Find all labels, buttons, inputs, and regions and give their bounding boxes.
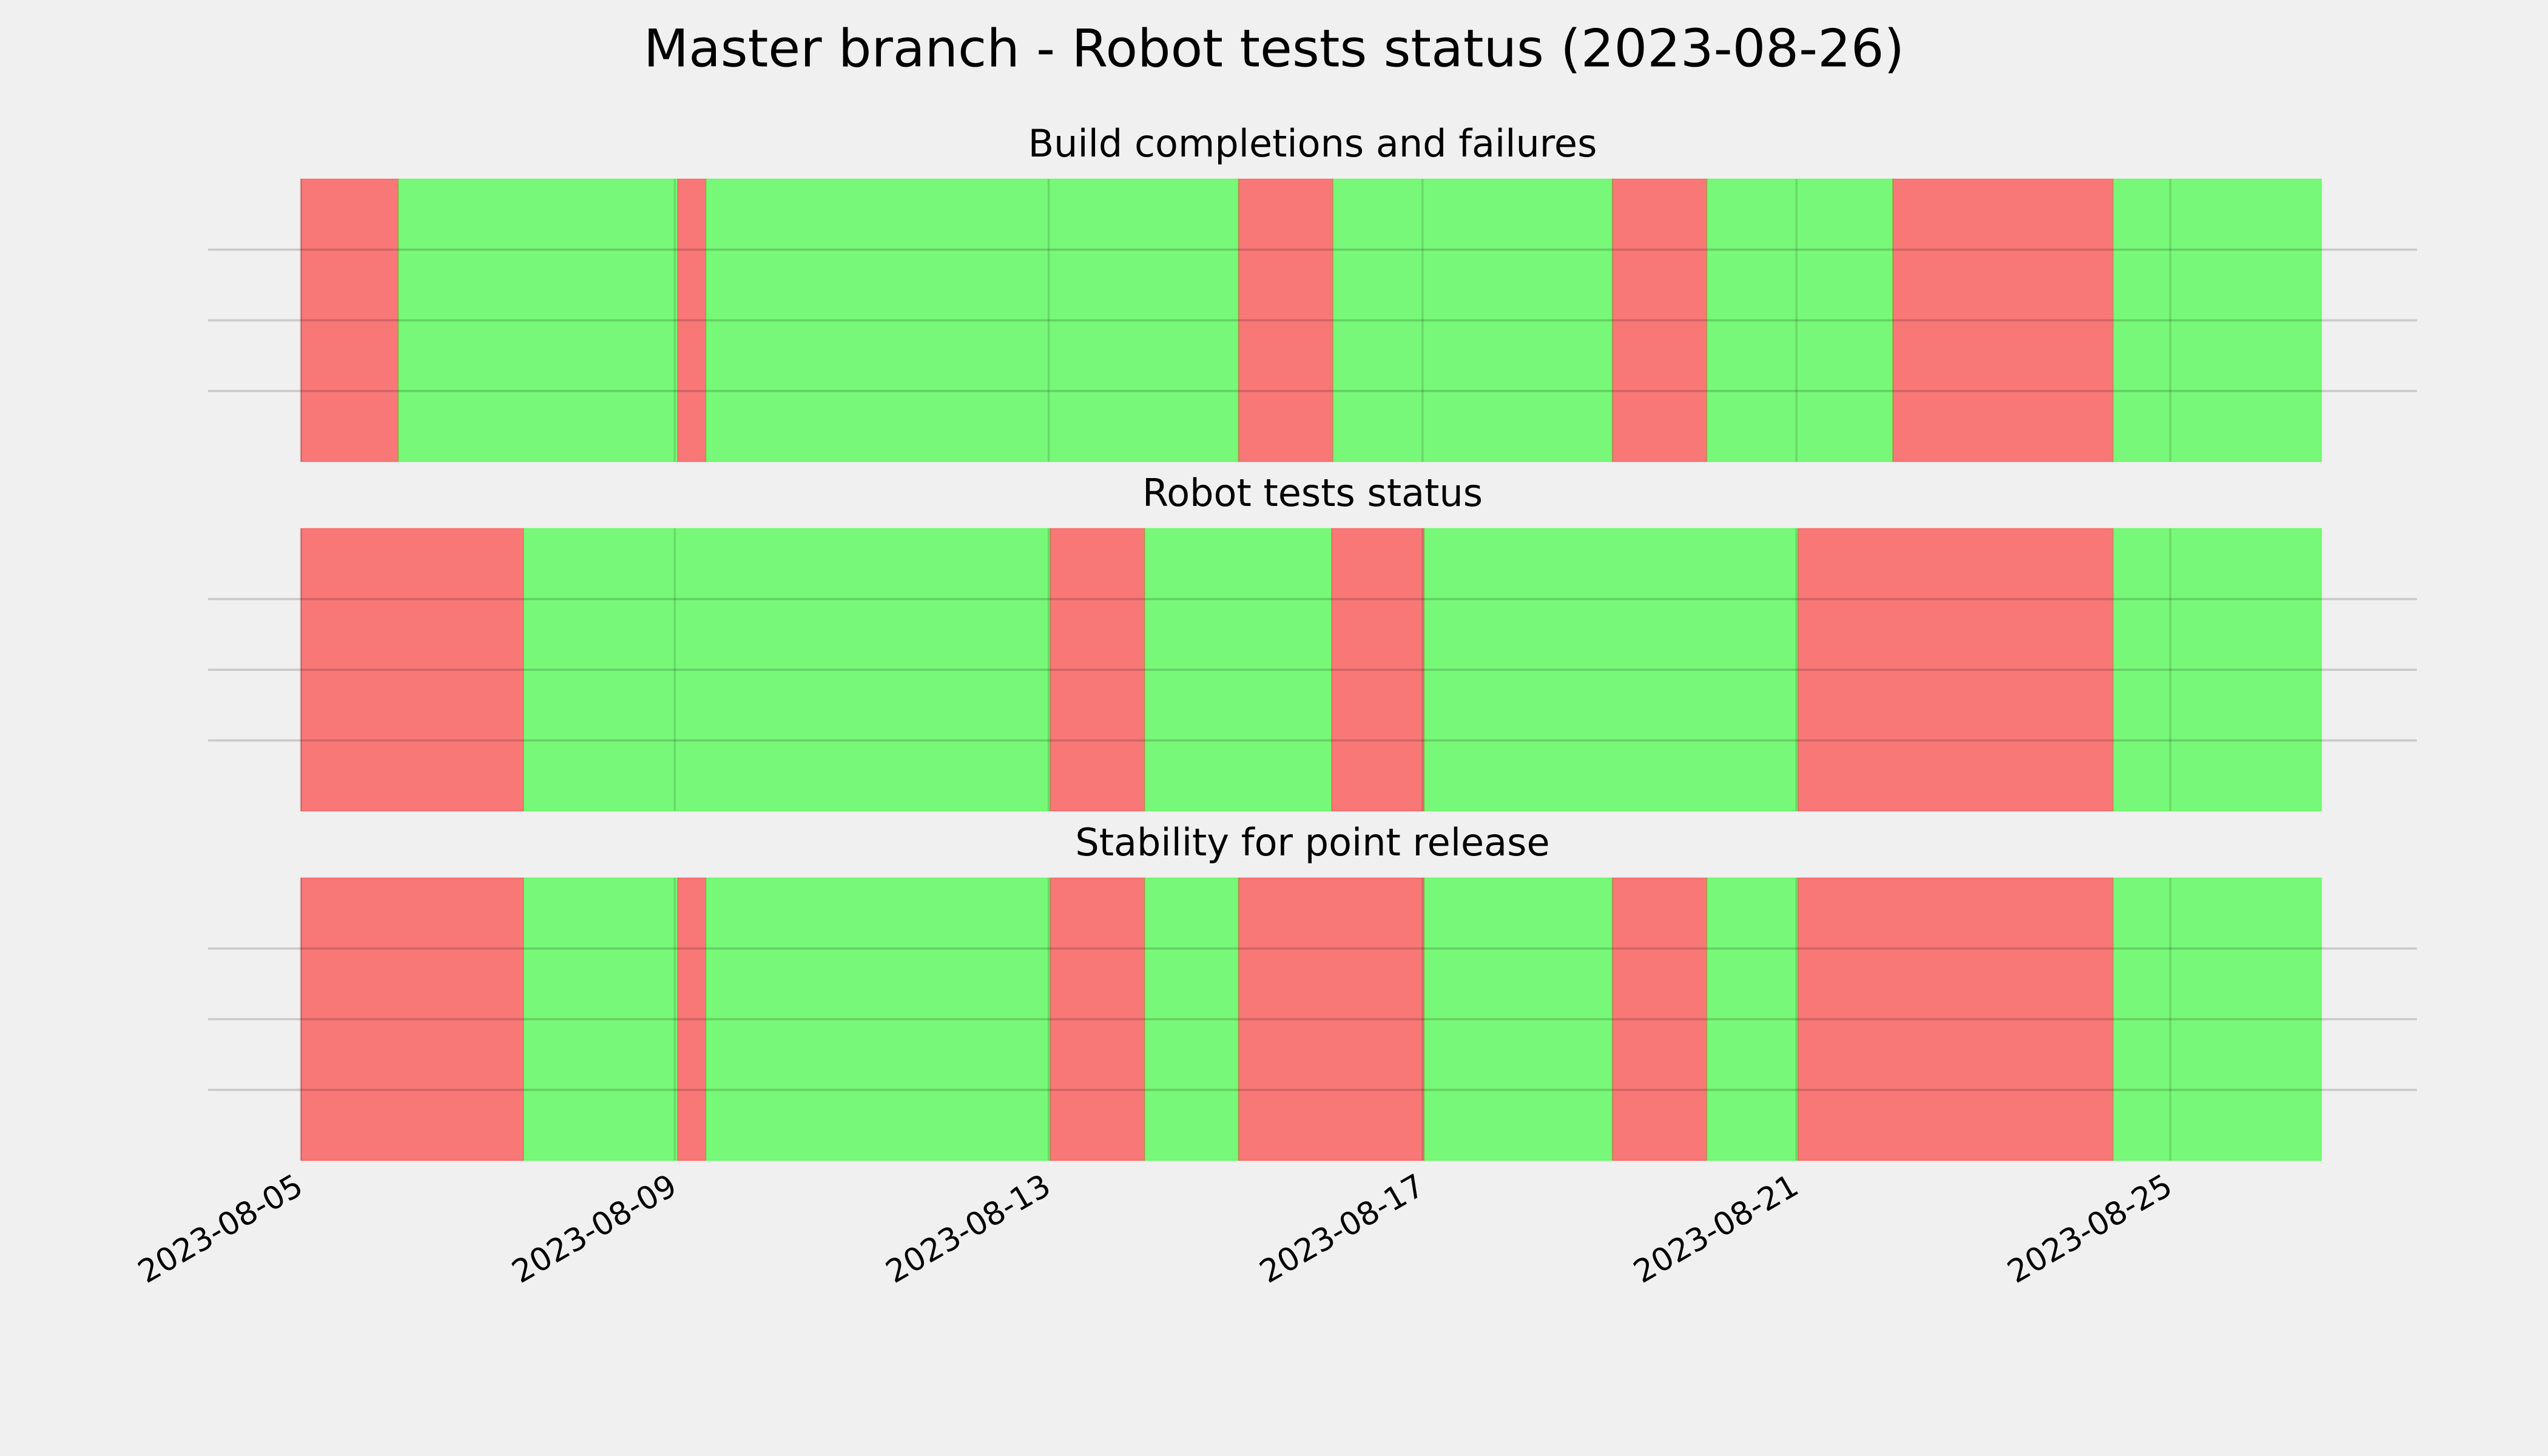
status-span [1423, 528, 1799, 812]
status-span [300, 178, 399, 462]
status-span [522, 877, 679, 1161]
panel-title: Build completions and failures [1028, 121, 1597, 166]
chart-title: Master branch - Robot tests status (2023… [644, 18, 1904, 79]
status-span [705, 877, 1051, 1161]
panel-title: Robot tests status [1142, 471, 1483, 515]
status-span [300, 528, 524, 812]
status-span [1611, 178, 1708, 462]
status-span [1706, 877, 1799, 1161]
status-span [2112, 877, 2322, 1161]
status-span [1797, 528, 2114, 812]
status-span [1238, 877, 1425, 1161]
status-span [1706, 178, 1894, 462]
status-span [677, 877, 707, 1161]
status-span [677, 178, 707, 462]
status-span [1144, 877, 1239, 1161]
status-span [705, 178, 1239, 462]
status-span [1331, 528, 1425, 812]
status-span [1611, 877, 1708, 1161]
status-span [300, 877, 524, 1161]
status-span [1238, 178, 1334, 462]
status-span [397, 178, 679, 462]
status-span [1423, 877, 1613, 1161]
status-span [1050, 528, 1145, 812]
status-span [2112, 528, 2322, 812]
status-span [1332, 178, 1613, 462]
status-span [1144, 528, 1333, 812]
panel-title: Stability for point release [1075, 820, 1549, 864]
status-span [1050, 877, 1145, 1161]
status-span [1892, 178, 2114, 462]
status-span [1797, 877, 2114, 1161]
status-span [2112, 178, 2322, 462]
status-span [522, 528, 1051, 812]
